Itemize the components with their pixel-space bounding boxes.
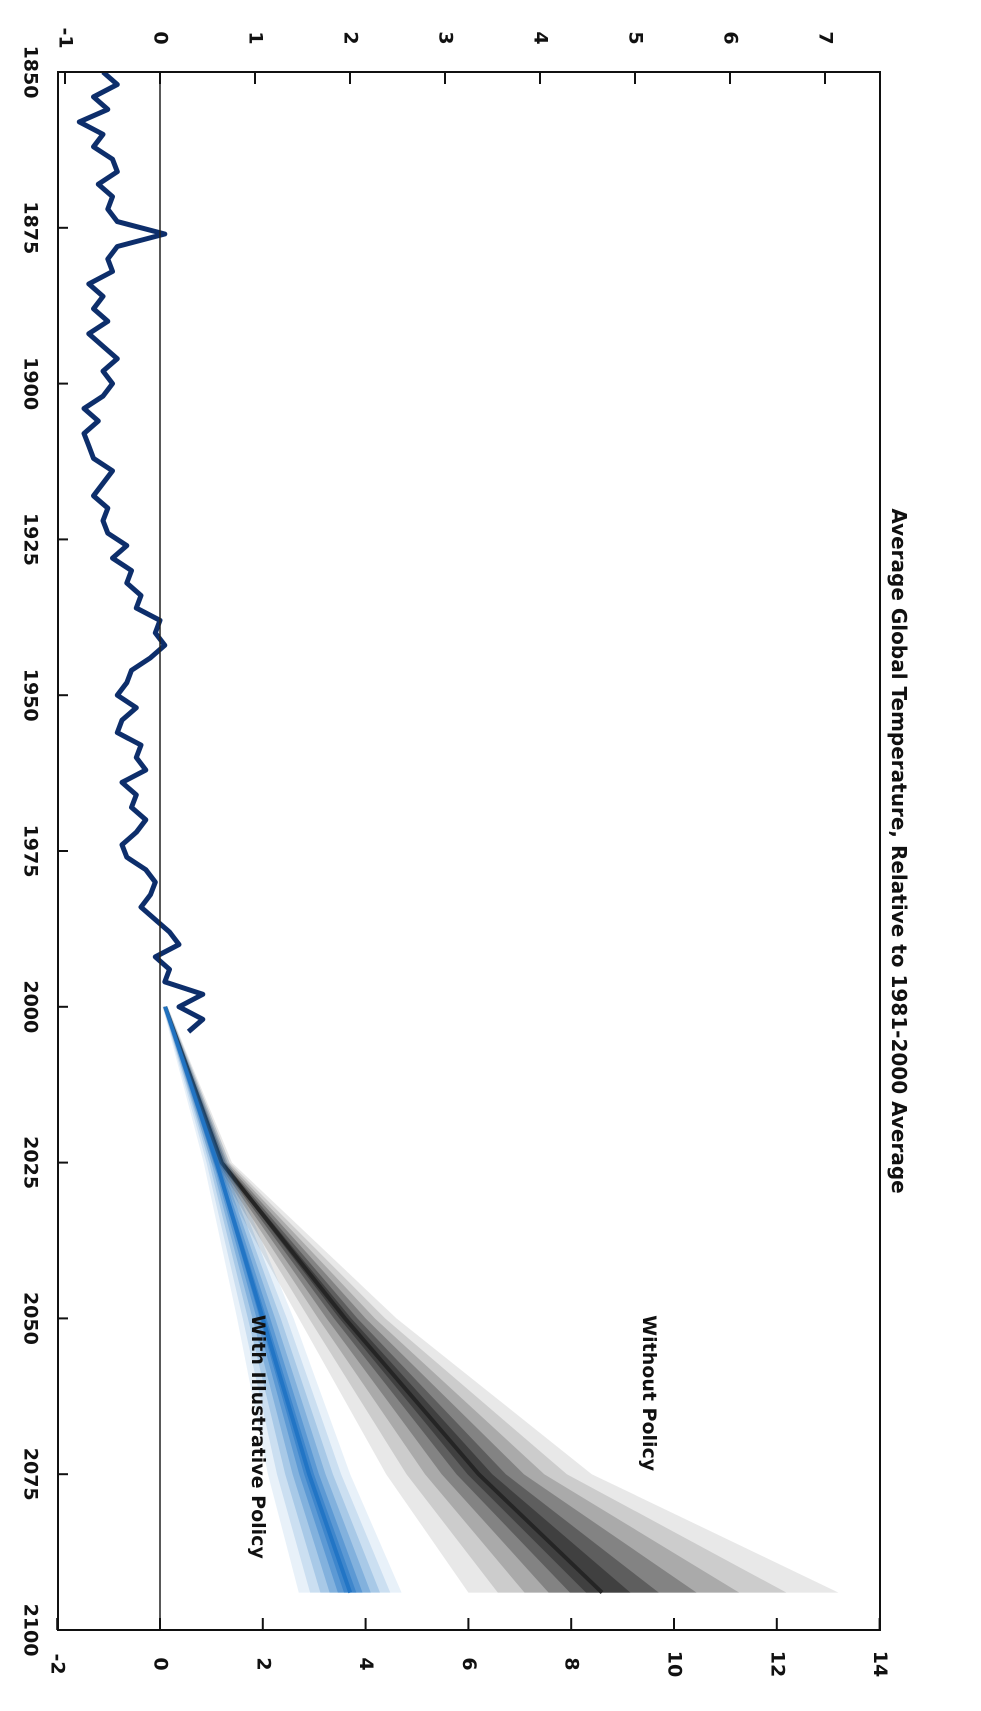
left-scale-tick-label: 2 <box>340 31 362 44</box>
year-tick-label: 1850 <box>20 46 42 99</box>
right-scale-tick-label: 10 <box>664 1651 686 1677</box>
left-scale-tick-label: 5 <box>625 31 647 44</box>
right-scale-tick-label: 4 <box>355 1657 377 1670</box>
with-policy-band-0 <box>162 1006 402 1593</box>
year-tick-label: 1900 <box>20 357 42 410</box>
year-tick-label: 2075 <box>20 1448 42 1501</box>
with-policy-band-1 <box>163 1006 391 1593</box>
left-scale-tick-label: 3 <box>435 31 457 44</box>
year-tick-label: 2050 <box>20 1292 42 1345</box>
plot-area <box>76 72 839 1595</box>
right-scale-tick-label: 0 <box>150 1657 172 1670</box>
with-policy-band-2 <box>163 1006 380 1593</box>
chart-title: Average Global Temperature, Relative to … <box>887 508 911 1193</box>
year-tick-label: 2000 <box>20 980 42 1033</box>
left-scale-tick-label: 0 <box>150 31 172 44</box>
left-scale-tick-label: 1 <box>245 31 267 44</box>
year-tick-label: 2100 <box>20 1604 42 1657</box>
right-scale-tick-label: 8 <box>561 1657 583 1670</box>
axes: 1850187519001925195019752000202520502075… <box>20 27 892 1677</box>
year-tick-label: 1875 <box>20 201 42 254</box>
annotation-with-policy: With Illustrative Policy <box>247 1315 269 1560</box>
right-scale-tick-label: 2 <box>252 1657 274 1670</box>
right-scale-tick-label: -2 <box>47 1653 69 1674</box>
left-scale-tick-label: 7 <box>815 31 837 44</box>
left-scale-tick-label: -1 <box>55 27 77 48</box>
historical-temperature-line <box>76 72 206 1034</box>
year-tick-label: 1925 <box>20 513 42 566</box>
right-scale-tick-label: 14 <box>869 1651 891 1677</box>
with-policy-median-line <box>163 1006 353 1594</box>
year-tick-label: 2025 <box>20 1136 42 1189</box>
without-policy-median-line <box>163 1006 604 1595</box>
left-scale-tick-label: 4 <box>530 31 552 44</box>
annotation-without-policy: Without Policy <box>638 1315 660 1472</box>
without-policy-band-2 <box>163 1006 740 1593</box>
year-tick-label: 1950 <box>20 669 42 722</box>
right-scale-tick-label: 6 <box>458 1657 480 1670</box>
year-tick-label: 1975 <box>20 825 42 878</box>
right-scale-tick-label: 12 <box>766 1651 788 1677</box>
left-scale-tick-label: 6 <box>720 31 742 44</box>
with-policy-band-3 <box>164 1006 371 1593</box>
without-policy-band-0 <box>162 1006 839 1593</box>
